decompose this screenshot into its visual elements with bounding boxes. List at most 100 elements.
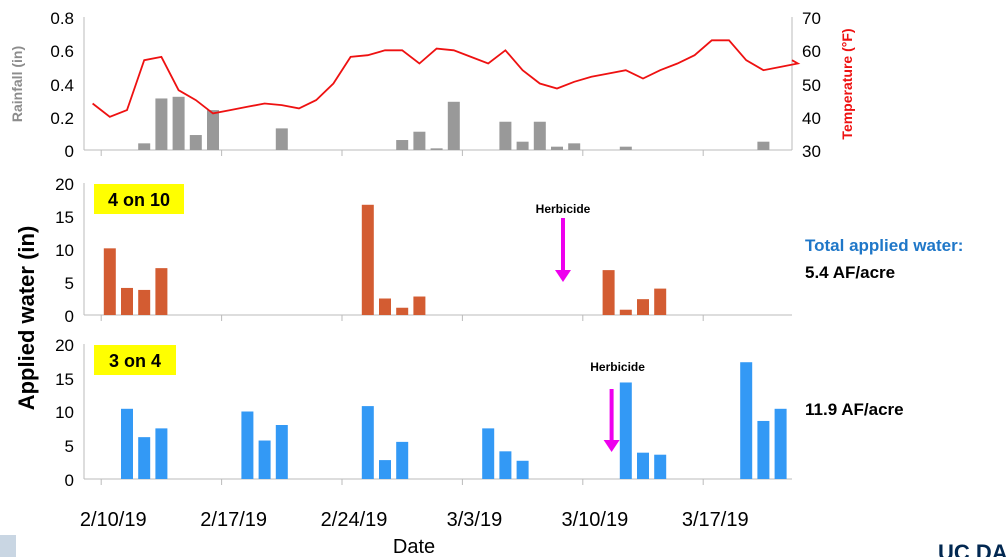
uc-davis-logo: UC DAVIS xyxy=(938,540,1006,557)
rain-tick-label: 0.8 xyxy=(50,9,74,28)
applied-water-bar xyxy=(258,440,271,479)
applied-water-bar xyxy=(619,382,632,479)
rainfall-bar xyxy=(138,143,151,150)
rainfall-bar xyxy=(396,140,409,150)
applied-water-bar xyxy=(396,441,409,479)
rainfall-bar xyxy=(430,148,443,150)
x-tick-label: 3/17/19 xyxy=(682,509,749,531)
treatment-label-box xyxy=(94,345,176,375)
x-tick-label: 3/3/19 xyxy=(447,509,503,531)
herbicide-label: Herbicide xyxy=(536,202,591,216)
rainfall-bar xyxy=(207,110,219,150)
applied-water-bar xyxy=(379,298,391,315)
temp-tick-label: 60 xyxy=(802,42,821,61)
rainfall-bar xyxy=(568,143,581,150)
rainfall-bar xyxy=(275,128,288,150)
applied-water-bar xyxy=(654,454,667,479)
herbicide-arrow xyxy=(603,389,620,452)
applied-water-bar xyxy=(138,289,151,315)
applied-water-bar xyxy=(396,307,409,315)
applied-water-bar xyxy=(361,406,374,479)
applied-bottom-tick-label: 10 xyxy=(55,403,74,422)
applied-bottom-bars xyxy=(121,362,787,479)
applied-top-tick-label: 5 xyxy=(65,274,74,293)
applied-water-bar xyxy=(740,362,753,479)
rainfall-bar xyxy=(516,141,529,150)
applied-top-tick-label: 20 xyxy=(55,175,74,194)
applied-water-bar xyxy=(774,408,787,479)
applied-water-chart-3on4: 0 5 10 15 20 3 on 4 Herbicide xyxy=(55,336,792,490)
applied-water-bar xyxy=(155,268,168,315)
weather-tick-marks xyxy=(100,150,704,156)
applied-water-bar xyxy=(602,270,615,315)
temperature-line xyxy=(92,39,801,118)
total-applied-title: Total applied water: xyxy=(805,236,963,255)
rainfall-axis-title: Rainfall (in) xyxy=(9,46,25,122)
applied-water-bar xyxy=(241,411,254,479)
weather-chart: 0 0.2 0.4 0.6 0.8 30 40 50 60 70 Rainfal… xyxy=(9,9,855,161)
applied-bottom-tick-marks xyxy=(100,479,704,485)
rainfall-bar xyxy=(499,121,512,150)
applied-water-bar xyxy=(499,451,512,479)
treatment-label: 4 on 10 xyxy=(108,190,170,210)
applied-water-bar xyxy=(121,287,133,315)
applied-water-bar xyxy=(516,460,529,479)
herbicide-label: Herbicide xyxy=(590,360,645,374)
applied-top-tick-label: 15 xyxy=(55,208,74,227)
x-tick-label: 2/10/19 xyxy=(80,509,147,531)
applied-top-tick-marks xyxy=(100,315,704,321)
applied-water-bar xyxy=(482,428,495,479)
temp-tick-label: 50 xyxy=(802,76,821,95)
applied-water-bar xyxy=(637,452,649,479)
rainfall-bar xyxy=(155,98,168,150)
rainfall-bar xyxy=(757,141,770,150)
rain-tick-label: 0.6 xyxy=(50,42,74,61)
applied-water-bar xyxy=(619,309,632,315)
treatment-label: 3 on 4 xyxy=(109,351,161,371)
applied-water-bar xyxy=(275,425,288,479)
applied-water-bar xyxy=(138,437,151,479)
rainfall-bar xyxy=(172,96,185,150)
rainfall-bar xyxy=(619,146,632,150)
applied-water-bar xyxy=(413,296,426,315)
applied-bottom-tick-label: 15 xyxy=(55,370,74,389)
herbicide-arrow xyxy=(555,218,571,282)
total-applied-4on10: 5.4 AF/acre xyxy=(805,263,895,282)
applied-water-bar xyxy=(361,204,374,315)
temp-tick-label: 30 xyxy=(802,142,821,161)
applied-water-bar xyxy=(654,288,667,315)
applied-water-bar xyxy=(103,248,116,315)
applied-top-tick-label: 10 xyxy=(55,241,74,260)
applied-water-bar xyxy=(637,299,649,315)
x-tick-label: 2/24/19 xyxy=(321,509,388,531)
applied-bottom-tick-label: 0 xyxy=(65,471,74,490)
herbicide-arrow-head xyxy=(603,440,620,452)
x-axis-tick-labels: 2/10/19 2/17/19 2/24/19 3/3/19 3/10/19 3… xyxy=(80,509,749,531)
x-axis-title: Date xyxy=(393,536,435,557)
treatment-label-box xyxy=(94,184,184,214)
rain-tick-label: 0 xyxy=(65,142,74,161)
applied-water-axis-title: Applied water (in) xyxy=(14,226,39,411)
temp-tick-label: 70 xyxy=(802,9,821,28)
applied-water-bar xyxy=(155,428,168,479)
applied-top-tick-label: 0 xyxy=(65,307,74,326)
herbicide-arrow-head xyxy=(555,270,571,282)
rain-tick-label: 0.4 xyxy=(50,76,74,95)
applied-water-bar xyxy=(757,420,770,479)
rainfall-bar xyxy=(447,101,460,150)
x-tick-label: 3/10/19 xyxy=(561,509,628,531)
total-applied-3on4: 11.9 AF/acre xyxy=(805,400,904,419)
rainfall-bar xyxy=(533,121,546,150)
applied-bottom-tick-label: 5 xyxy=(65,437,74,456)
temp-tick-label: 40 xyxy=(802,109,821,128)
applied-water-bar xyxy=(379,460,391,479)
temperature-axis-title: Temperature (°F) xyxy=(839,28,855,139)
rainfall-bars xyxy=(138,96,770,150)
rainfall-bar xyxy=(189,135,202,150)
rainfall-bar xyxy=(551,146,563,150)
rain-tick-label: 0.2 xyxy=(50,109,74,128)
applied-water-chart-4on10: 0 5 10 15 20 4 on 10 Herbicide xyxy=(55,175,792,326)
applied-bottom-tick-label: 20 xyxy=(55,336,74,355)
applied-water-bar xyxy=(121,408,133,479)
